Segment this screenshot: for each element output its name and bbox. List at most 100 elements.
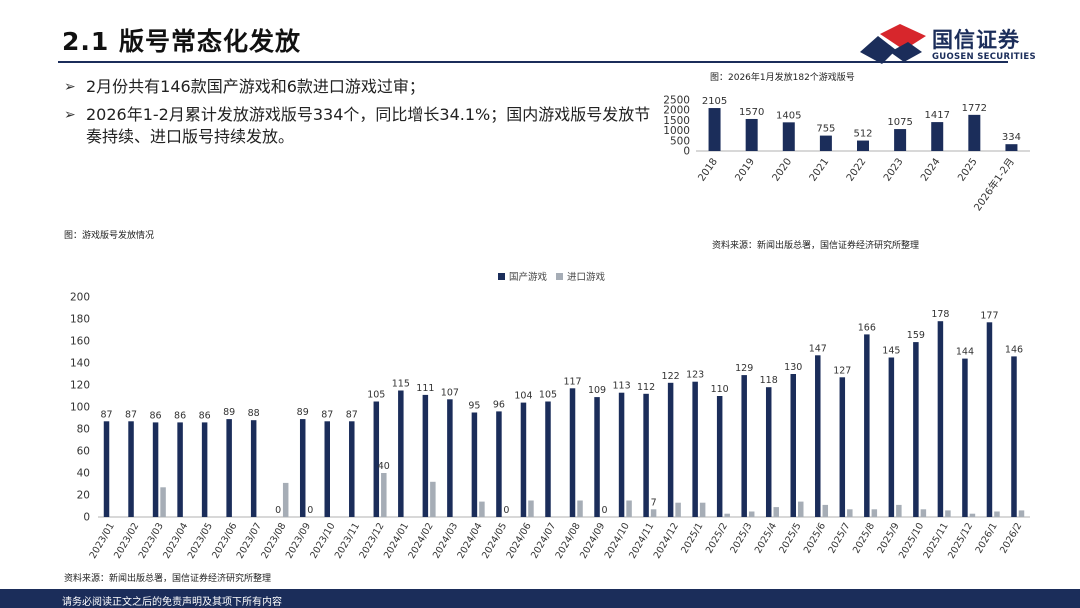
bar-imported: [945, 510, 951, 517]
data-label: 2105: [702, 96, 727, 107]
y-tick-label: 60: [77, 446, 90, 458]
bar-domestic: [765, 387, 772, 517]
bar-domestic: [103, 421, 110, 517]
bar-domestic: [471, 412, 478, 517]
brand-english-name: GUOSEN SECURITIES: [932, 52, 1036, 62]
x-tick-label: 2024/11: [627, 521, 656, 561]
bullet-list: ➢ 2月份共有146款国产游戏和6款进口游戏过审； ➢ 2026年1-2月累计发…: [64, 76, 664, 154]
x-tick-label: 2025/5: [777, 521, 803, 555]
bar-imported: [871, 509, 878, 517]
bar-domestic: [569, 388, 576, 517]
x-tick-label: 2021: [808, 156, 832, 183]
bar-imported: [994, 511, 1000, 517]
x-tick-label: 2023/02: [112, 521, 141, 561]
x-tick-label: 2025/8: [851, 521, 877, 555]
data-label-domestic: 105: [367, 390, 385, 401]
bar-imported: [1018, 510, 1025, 517]
data-label-domestic: 105: [539, 390, 557, 401]
data-label-domestic: 86: [150, 410, 162, 421]
data-label-domestic: 130: [784, 362, 802, 373]
bar: [1005, 144, 1018, 151]
bar-domestic: [299, 419, 306, 517]
data-label-domestic: 110: [711, 384, 729, 395]
bar: [782, 122, 795, 151]
bar-domestic: [839, 377, 846, 517]
data-label-domestic: 129: [735, 363, 753, 374]
x-tick-label: 2023/07: [235, 521, 264, 561]
bar-domestic: [373, 401, 380, 517]
data-label-imported: 0: [307, 505, 313, 516]
x-tick-label: 2023/09: [284, 521, 313, 561]
bar-domestic: [741, 375, 747, 517]
bar-domestic: [226, 419, 232, 517]
data-label: 755: [816, 124, 835, 135]
data-label-domestic: 89: [223, 407, 235, 418]
data-label-domestic: 111: [416, 383, 434, 394]
y-tick-label: 100: [70, 402, 90, 414]
guosen-logo-icon: [860, 24, 926, 64]
x-tick-label: 2025/1: [679, 521, 705, 555]
bar-imported: [847, 509, 853, 517]
x-tick-label: 2023/08: [259, 521, 288, 561]
x-tick-label: 2023: [882, 156, 906, 183]
bar-imported: [577, 500, 583, 517]
data-label-imported: 40: [378, 461, 390, 472]
x-tick-label: 2024/12: [652, 521, 681, 561]
bar-domestic: [201, 422, 208, 517]
data-label: 512: [853, 129, 872, 140]
data-label-domestic: 109: [588, 385, 606, 396]
bar-domestic: [643, 393, 649, 517]
x-tick-label: 2026/2: [998, 521, 1024, 555]
y-tick-label: 500: [670, 135, 690, 147]
x-tick-label: 2024/01: [382, 521, 411, 561]
brand-name: 国信证券: [932, 28, 1020, 52]
bar-imported: [748, 511, 755, 517]
data-label-domestic: 86: [174, 410, 186, 421]
bar-imported: [969, 513, 976, 517]
data-label-imported: 0: [602, 505, 608, 516]
legend-swatch-domestic: [498, 273, 505, 280]
title-divider: [58, 61, 1008, 63]
y-tick-label: 2500: [663, 95, 690, 107]
bar-imported: [896, 504, 902, 517]
bar-domestic: [618, 392, 625, 517]
data-label: 334: [1002, 132, 1021, 143]
bar-domestic: [250, 420, 257, 517]
bar-imported: [282, 482, 289, 517]
y-tick-label: 80: [77, 424, 90, 436]
bar-imported: [160, 487, 166, 517]
arrow-bullet-icon: ➢: [64, 79, 76, 95]
data-label: 1772: [962, 103, 987, 114]
bar-domestic: [692, 381, 698, 517]
y-tick-label: 140: [70, 358, 90, 370]
arrow-bullet-icon: ➢: [64, 107, 76, 123]
x-tick-label: 2024/05: [480, 521, 509, 561]
data-label-domestic: 127: [833, 365, 851, 376]
x-tick-label: 2025: [956, 156, 980, 183]
bar: [894, 129, 907, 151]
x-tick-label: 2023/04: [161, 521, 190, 561]
chart-legend: 国产游戏 进口游戏: [498, 271, 606, 283]
x-tick-label: 2026年1-2月: [971, 155, 1017, 213]
bar-domestic: [986, 322, 993, 517]
data-label-domestic: 146: [1005, 344, 1023, 355]
data-label-domestic: 159: [907, 330, 925, 341]
x-tick-label: 2023/12: [357, 521, 386, 561]
data-label-domestic: 178: [931, 309, 949, 320]
y-tick-label: 2000: [663, 105, 690, 117]
x-tick-label: 2020: [771, 156, 795, 183]
bar-domestic: [594, 397, 600, 517]
bullet-item: ➢ 2026年1-2月累计发放游戏版号334个，同比增长34.1%；国内游戏版号…: [64, 104, 664, 148]
x-tick-label: 2023/10: [308, 521, 337, 561]
bar-domestic: [520, 402, 527, 517]
y-tick-label: 160: [70, 336, 90, 348]
y-tick-label: 20: [77, 490, 90, 502]
data-label-domestic: 166: [858, 322, 876, 333]
bullet-item: ➢ 2月份共有146款国产游戏和6款进口游戏过审；: [64, 76, 664, 98]
y-tick-label: 1000: [663, 125, 690, 137]
bar-imported: [430, 481, 436, 517]
x-tick-label: 2024: [919, 156, 943, 183]
bar-domestic: [888, 357, 895, 517]
bar-domestic: [398, 390, 404, 517]
x-tick-label: 2024/04: [455, 521, 484, 561]
